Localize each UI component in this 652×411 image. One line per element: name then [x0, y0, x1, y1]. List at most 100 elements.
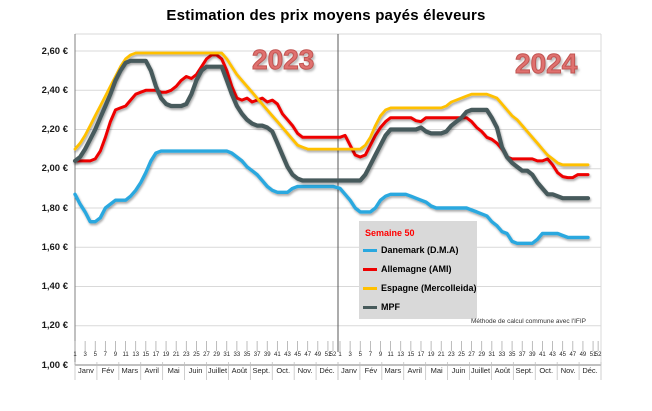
- week-tick-label: 27: [203, 352, 210, 358]
- week-tick-label: 35: [243, 352, 251, 358]
- footnote: Méthode de calcul commune avec l'IFIP: [470, 318, 586, 325]
- week-tick-label: 31: [488, 352, 496, 358]
- week-tick-label: 37: [253, 352, 261, 358]
- month-label: Fév: [101, 366, 115, 375]
- week-tick-label: 49: [314, 352, 322, 358]
- month-label: Mars: [121, 366, 139, 375]
- month-label: Mars: [384, 366, 402, 375]
- y-tick-label: 2,40 €: [41, 84, 68, 96]
- week-tick-label: 23: [448, 352, 455, 358]
- week-tick-label: 43: [284, 352, 291, 358]
- month-label: Sept.: [515, 366, 534, 375]
- month-label: Mai: [167, 366, 180, 375]
- month-label: Déc.: [582, 366, 598, 375]
- week-tick-label: 7: [103, 352, 108, 358]
- y-tick-label: 1,20 €: [41, 320, 68, 332]
- week-tick-label: 25: [193, 352, 200, 358]
- week-tick-label: 45: [294, 352, 301, 358]
- legend-swatch-icon: [363, 286, 377, 290]
- legend-swatch-icon: [363, 267, 377, 271]
- legend-item: Espagne (Mercolleida): [363, 283, 477, 293]
- y-tick-label: 2,00 €: [41, 163, 68, 175]
- month-label: Juillet: [470, 366, 491, 375]
- legend-items: Danemark (D.M.A) Allemagne (AMI) Espagne (…: [363, 245, 477, 312]
- week-tick-label: 33: [233, 352, 241, 358]
- month-label: Janv: [341, 366, 357, 375]
- week-tick-label: 17: [417, 352, 425, 358]
- month-label: Janv: [78, 366, 94, 375]
- legend-label: Danemark (D.M.A): [381, 245, 459, 255]
- week-tick-label: 45: [559, 352, 567, 358]
- week-tick-label: 21: [172, 352, 180, 358]
- week-tick-label: 47: [304, 352, 312, 358]
- week-tick-label: 29: [213, 352, 220, 358]
- month-label: Nov.: [297, 366, 313, 375]
- legend-item: Allemagne (AMI): [363, 264, 477, 274]
- legend-swatch-icon: [363, 305, 377, 309]
- week-tick-label: 15: [407, 352, 415, 358]
- week-tick-label: 19: [427, 352, 435, 358]
- year-label-2024: 2024: [514, 48, 578, 80]
- month-label: Avril: [407, 366, 422, 375]
- week-tick-label: 33: [498, 352, 506, 358]
- week-tick-label: 37: [518, 352, 526, 358]
- week-tick-label: 7: [368, 352, 373, 358]
- axes: [74, 34, 602, 380]
- series-lines: [72, 51, 591, 245]
- week-tick-label: 27: [468, 352, 475, 358]
- legend-item: Danemark (D.M.A): [363, 245, 477, 255]
- week-tick-label: 39: [263, 352, 271, 358]
- chart-title: Estimation des prix moyens payés éleveur…: [166, 7, 486, 24]
- legend-swatch-icon: [363, 248, 377, 252]
- month-label: Juin: [451, 366, 466, 375]
- y-tick-label: 2,60 €: [41, 45, 68, 57]
- month-label: Oct.: [276, 366, 291, 375]
- legend: Semaine 50 Danemark (D.M.A) Allemagne (AM…: [359, 221, 477, 319]
- month-label: Déc.: [319, 366, 335, 375]
- month-label: Août: [494, 366, 511, 375]
- week-tick-label: 25: [458, 352, 465, 358]
- month-label: Mai: [430, 366, 443, 375]
- legend-label: Allemagne (AMI): [381, 264, 452, 274]
- week-tick-label: 31: [223, 352, 231, 358]
- month-label: Nov.: [560, 366, 576, 375]
- y-tick-label: 1,60 €: [41, 241, 68, 253]
- week-tick-label: 13: [132, 352, 140, 358]
- week-tick-label: 3: [348, 352, 352, 358]
- week-tick-label: 15: [142, 352, 150, 358]
- week-tick-label: 51: [589, 352, 597, 358]
- week-tick-label: 19: [162, 352, 170, 358]
- month-label: Juillet: [207, 366, 228, 375]
- legend-label: Espagne (Mercolleida): [381, 283, 477, 293]
- legend-label: MPF: [381, 302, 400, 312]
- week-tick-label: 21: [437, 352, 445, 358]
- month-label: Sept.: [252, 366, 271, 375]
- legend-header: Semaine 50: [365, 228, 415, 238]
- week-tick-label: 5: [358, 352, 362, 358]
- y-tick-label: 2,20 €: [41, 124, 68, 135]
- week-tick-label: 17: [152, 352, 160, 358]
- week-tick-label: 11: [122, 352, 129, 358]
- week-tick-label: 5: [93, 352, 97, 358]
- week-tick-label: 49: [579, 352, 587, 358]
- week-tick-label: 35: [508, 352, 516, 358]
- week-tick-label: 13: [397, 352, 405, 358]
- year-label-2023: 2023: [251, 44, 315, 76]
- y-tick-label: 1,80 €: [41, 202, 68, 214]
- week-tick-label: 52: [329, 352, 337, 358]
- series-Espagne (Mercolleida): [73, 51, 590, 167]
- y-tick-label: 1,40 €: [41, 281, 68, 292]
- month-label: Août: [231, 366, 248, 375]
- series-Danemark (D.M.A): [73, 149, 590, 245]
- week-tick-label: 39: [528, 352, 536, 358]
- legend-item: MPF: [363, 302, 477, 312]
- week-tick-label: 29: [478, 352, 486, 358]
- y-tick-label: 1,00 €: [41, 359, 68, 371]
- month-label: Fév: [364, 366, 378, 375]
- week-tick-label: 43: [549, 352, 556, 358]
- series-MPF: [72, 58, 591, 201]
- week-tick-label: 51: [324, 352, 332, 358]
- week-tick-label: 11: [387, 352, 394, 358]
- month-label: Oct.: [539, 366, 554, 375]
